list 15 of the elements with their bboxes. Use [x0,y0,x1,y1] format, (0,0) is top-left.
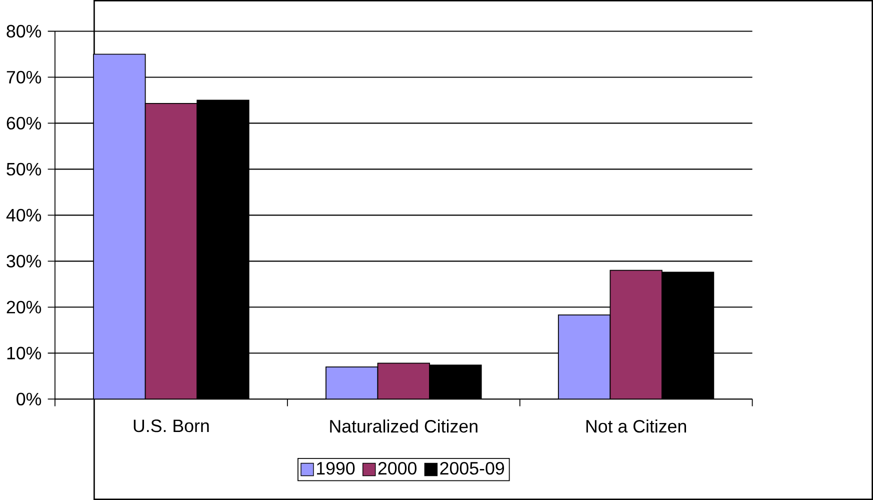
x-tick-label: Not a Citizen [586,420,686,433]
y-tick-label: 10% [7,346,42,360]
y-tick-label: 60% [6,116,42,130]
y-tick-label: 20% [6,300,42,314]
y-tick-label: 0% [16,392,42,406]
y-tick-label: 80% [6,24,42,38]
legend-label: 2005-09 [440,462,504,475]
x-tick-label: U.S. Born [134,420,209,432]
y-tick-label: 40% [6,208,42,222]
legend-label: 2000 [378,462,417,475]
y-tick-label: 30% [6,254,42,268]
y-tick-label: 70% [6,70,42,84]
x-tick-label: Naturalized Citizen [330,420,478,433]
y-tick-label: 50% [6,162,42,176]
legend-label: 1990 [316,462,355,475]
